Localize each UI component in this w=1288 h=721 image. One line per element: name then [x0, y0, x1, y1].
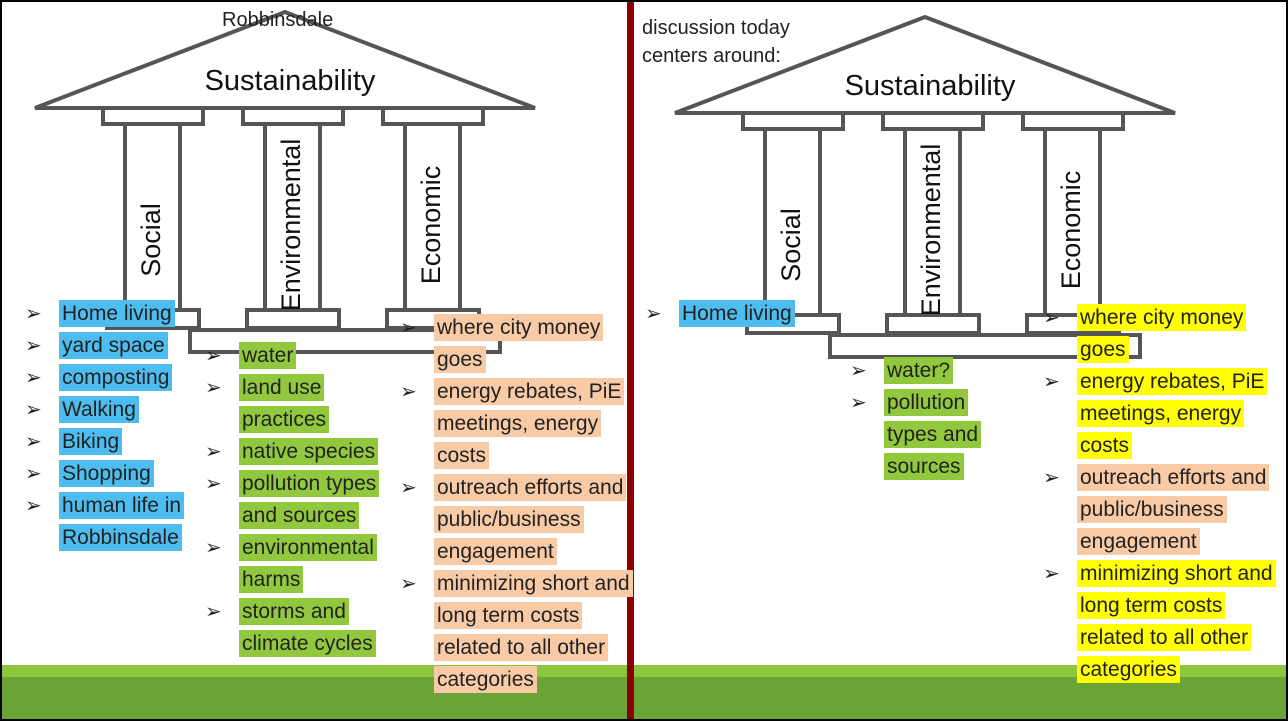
caption: Robbinsdale — [222, 9, 334, 31]
highlighted-text: where city money goes — [434, 314, 604, 373]
highlighted-text: Home living — [679, 300, 795, 327]
list-item: water — [205, 340, 410, 372]
highlighted-text: energy rebates, PiE meetings, energy cos… — [1077, 368, 1268, 459]
pillar-capital — [881, 111, 985, 131]
pillar-label: Environmental — [916, 144, 946, 317]
list-item: composting — [25, 362, 215, 394]
temple: Social Environmental Economic Sustainabilit… — [34, 9, 536, 354]
bullet-list: water land use practices native species pol… — [205, 340, 410, 660]
pillar-shaft — [123, 122, 182, 312]
highlighted-text: Home living — [59, 300, 175, 327]
pillar-capital — [241, 106, 345, 126]
roof-label: Sustainability — [205, 65, 376, 97]
caption: discussion today centers around: — [642, 17, 790, 67]
list-item: water? — [850, 355, 1015, 387]
ground-top — [0, 665, 1288, 677]
highlighted-text: outreach efforts and public/business eng… — [434, 474, 627, 565]
list-item: yard space — [25, 330, 215, 362]
list-item: pollution types and sources — [850, 387, 1015, 483]
pillar-shaft — [263, 122, 322, 312]
list-item: where city money goes — [1043, 302, 1278, 366]
highlighted-text: where city money goes — [1077, 304, 1247, 363]
list-item: outreach efforts and public/business eng… — [1043, 462, 1278, 558]
highlighted-text: water? — [884, 357, 954, 384]
bullet-list: where city money goesenergy rebates, PiE… — [400, 312, 633, 696]
pillar-capital — [741, 111, 845, 131]
highlighted-text: native species — [239, 438, 379, 465]
roof — [674, 14, 1176, 115]
roof-label: Sustainability — [845, 70, 1016, 102]
list-item: land use practices — [205, 372, 410, 436]
pillar-shaft — [403, 122, 462, 312]
list-item: pollution types and sources — [205, 468, 410, 532]
list-item: energy rebates, PiE meetings, energy cos… — [400, 376, 630, 472]
pillar-foot — [885, 313, 981, 335]
pillar-label: Economic — [416, 166, 446, 285]
list-item: energy rebates, PiE meetings, energy cos… — [1043, 366, 1278, 462]
list-item: where city money goes — [400, 312, 630, 376]
pillar-label: Environmental — [276, 139, 306, 312]
list-item: outreach efforts and public/business eng… — [400, 472, 630, 568]
highlighted-text: minimizing short and long term costs rel… — [434, 570, 633, 693]
list-item: Walking — [25, 394, 215, 426]
bullet-list: water? pollution types and sources — [850, 355, 1015, 483]
list-item: Home living — [645, 298, 835, 330]
highlighted-text: composting — [59, 364, 173, 391]
highlighted-text: outreach efforts and public/business eng… — [1077, 464, 1270, 555]
list-item: human life in Robbinsdale — [25, 490, 215, 554]
pillar-capital — [101, 106, 205, 126]
highlighted-text: energy rebates, PiE meetings, energy cos… — [434, 378, 625, 469]
list-item: environmental harms — [205, 532, 410, 596]
bullet-list: Home living — [645, 298, 835, 330]
list-item: Home living — [25, 298, 215, 330]
list-item: minimizing short and long term costs rel… — [1043, 558, 1278, 686]
divider — [627, 0, 634, 721]
highlighted-text: Biking — [59, 428, 123, 455]
bullet-list: where city money goesenergy rebates, PiE… — [1043, 302, 1278, 686]
temple: Social Environmental Economic Sustainabilit… — [674, 14, 1176, 359]
pillar-capital — [381, 106, 485, 126]
list-item: Biking — [25, 426, 215, 458]
pillar-foot — [245, 308, 341, 330]
pillar-capital — [1021, 111, 1125, 131]
highlighted-text: pollution types and sources — [884, 389, 982, 480]
roof — [34, 9, 536, 110]
pillar-shaft — [763, 127, 822, 317]
list-item: minimizing short and long term costs rel… — [400, 568, 633, 696]
pillar-shaft — [1043, 127, 1102, 317]
pillar-shaft — [903, 127, 962, 317]
list-item: native species — [205, 436, 410, 468]
pillar-label: Social — [776, 208, 806, 282]
pillar-label: Social — [136, 203, 166, 277]
pillar-label: Economic — [1056, 171, 1086, 290]
highlighted-text: water — [239, 342, 297, 369]
highlighted-text: human life in Robbinsdale — [59, 492, 185, 551]
bullet-list: Home living yard space composting Walking Bi… — [25, 298, 215, 554]
highlighted-text: pollution types and sources — [239, 470, 380, 529]
highlighted-text: yard space — [59, 332, 168, 359]
highlighted-text: Shopping — [59, 460, 154, 487]
highlighted-text: environmental harms — [239, 534, 377, 593]
highlighted-text: minimizing short and long term costs rel… — [1077, 560, 1276, 683]
highlighted-text: storms and climate cycles — [239, 598, 376, 657]
list-item: Shopping — [25, 458, 215, 490]
highlighted-text: Walking — [59, 396, 139, 423]
highlighted-text: land use practices — [239, 374, 330, 433]
list-item: storms and climate cycles — [205, 596, 410, 660]
